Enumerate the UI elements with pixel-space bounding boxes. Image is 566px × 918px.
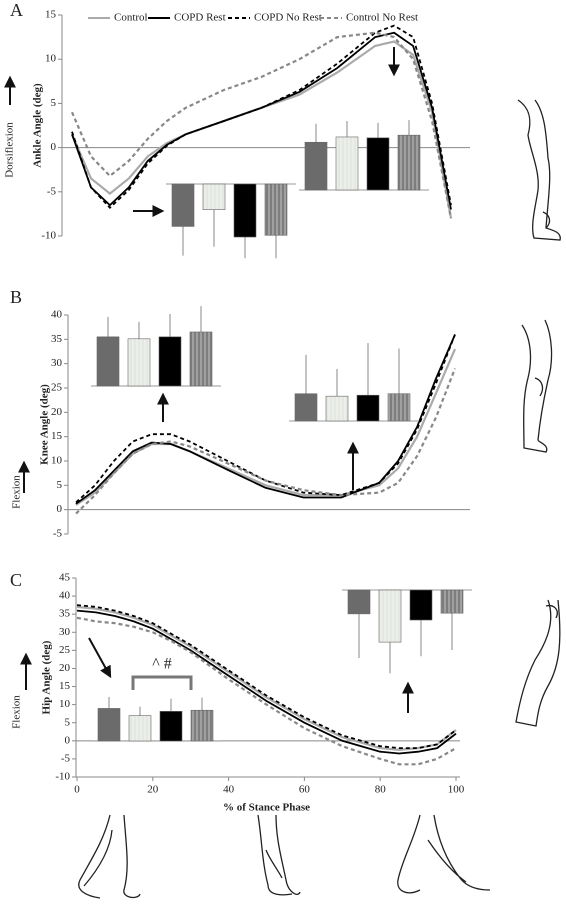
series-line xyxy=(76,609,457,755)
y-tick-label: -10 xyxy=(41,230,56,242)
walking-figure xyxy=(397,814,491,894)
inset-bar xyxy=(356,394,380,422)
y-tick-label: 5 xyxy=(65,716,71,728)
series-line xyxy=(70,31,453,219)
y-tick-label: 0 xyxy=(65,734,71,746)
y-tick-label: 15 xyxy=(51,430,63,442)
leg-icon xyxy=(542,211,551,229)
y-tick-label: -10 xyxy=(55,771,70,783)
series-line xyxy=(76,616,457,766)
inset-bar xyxy=(127,338,151,387)
inset-bar xyxy=(189,331,213,387)
y-tick-label: 10 xyxy=(59,698,71,710)
x-tick-label: 0 xyxy=(74,784,80,796)
inset-bar xyxy=(347,589,371,615)
inset-bar xyxy=(97,708,121,742)
series-line xyxy=(75,368,457,515)
inset-bar xyxy=(397,134,421,191)
y-tick-label: 10 xyxy=(51,455,63,467)
y-tick-label: 5 xyxy=(57,479,63,491)
direction-label: Dorsiflexion xyxy=(4,122,16,178)
panel-label: B xyxy=(10,287,22,307)
y-tick-label: 35 xyxy=(51,333,63,345)
y-tick-label: 30 xyxy=(59,626,71,638)
inset-bar xyxy=(294,393,318,422)
inset-bar xyxy=(202,183,226,210)
series-line xyxy=(75,334,456,504)
legend-label: Control xyxy=(114,12,148,24)
leg-icon xyxy=(521,319,553,453)
walking-figure xyxy=(257,814,301,896)
panel-label: C xyxy=(10,570,22,590)
arrow xyxy=(88,637,112,679)
y-tick-label: -5 xyxy=(53,528,63,540)
inset-bar xyxy=(409,589,433,621)
leg-icon xyxy=(517,99,561,241)
legend-label: COPD Rest xyxy=(174,12,226,24)
y-tick-label: 25 xyxy=(51,382,63,394)
y-tick-label: 30 xyxy=(51,357,63,369)
legend-label: COPD No Rest xyxy=(254,12,322,24)
y-tick-label: 0 xyxy=(51,141,57,153)
y-tick-label: 0 xyxy=(57,503,63,515)
walking-figures xyxy=(78,814,491,899)
y-tick-label: -5 xyxy=(47,185,57,197)
arrows xyxy=(3,47,414,713)
inset-bar xyxy=(96,336,120,387)
inset-bar xyxy=(387,393,411,422)
series-line xyxy=(71,24,452,209)
inset-bar xyxy=(159,711,183,742)
y-tick-label: 25 xyxy=(59,644,71,656)
inset-bar xyxy=(335,136,359,191)
bracket xyxy=(131,675,193,690)
x-tick-label: 100 xyxy=(448,784,465,796)
y-tick-label: 20 xyxy=(59,662,71,674)
y-tick-label: 35 xyxy=(59,608,71,620)
y-tick-label: 45 xyxy=(59,572,71,584)
series-line xyxy=(76,604,457,749)
annotation: ^ # xyxy=(152,656,172,673)
y-tick-label: 20 xyxy=(51,406,63,418)
x-tick-label: 40 xyxy=(223,784,235,796)
inset-bar xyxy=(158,336,182,387)
direction-label: Flexion xyxy=(11,475,23,509)
x-axis-label: % of Stance Phase xyxy=(223,802,310,814)
x-tick-label: 80 xyxy=(375,784,387,796)
y-tick-label: 10 xyxy=(45,53,57,65)
x-tick-label: 60 xyxy=(299,784,311,796)
y-tick-label: 5 xyxy=(51,97,57,109)
y-axis-label: Knee Angle (deg) xyxy=(39,384,51,465)
direction-label: Flexion xyxy=(11,695,23,729)
inset-bar xyxy=(233,183,257,238)
y-tick-label: 15 xyxy=(59,680,71,692)
leg-icon xyxy=(534,377,544,397)
inset-bar xyxy=(440,589,464,614)
y-tick-label: 40 xyxy=(59,590,71,602)
inset-bar xyxy=(366,137,390,191)
y-tick-label: 40 xyxy=(51,309,63,321)
leg-icon xyxy=(515,599,561,727)
y-tick-label: -5 xyxy=(61,752,71,764)
inset-bar xyxy=(128,715,152,742)
inset-bar xyxy=(171,183,195,227)
y-axis-label: Hip Angle (deg) xyxy=(41,640,53,714)
leg-icon xyxy=(545,604,558,619)
inset-bar xyxy=(304,141,328,191)
y-axis-label: Ankle Angle (deg) xyxy=(32,83,44,168)
y-tick-label: 15 xyxy=(45,9,57,21)
inset-bar xyxy=(325,395,349,422)
inset-bar xyxy=(378,589,402,643)
series-line xyxy=(75,334,456,505)
x-tick-label: 20 xyxy=(147,784,159,796)
panel-label: A xyxy=(10,0,23,20)
inset-bar xyxy=(190,709,214,742)
series-line xyxy=(75,348,457,506)
inset-bar xyxy=(264,183,288,236)
legend-label: Control No Rest xyxy=(346,12,418,24)
leg-icons xyxy=(515,99,561,727)
walking-figure xyxy=(78,814,141,899)
